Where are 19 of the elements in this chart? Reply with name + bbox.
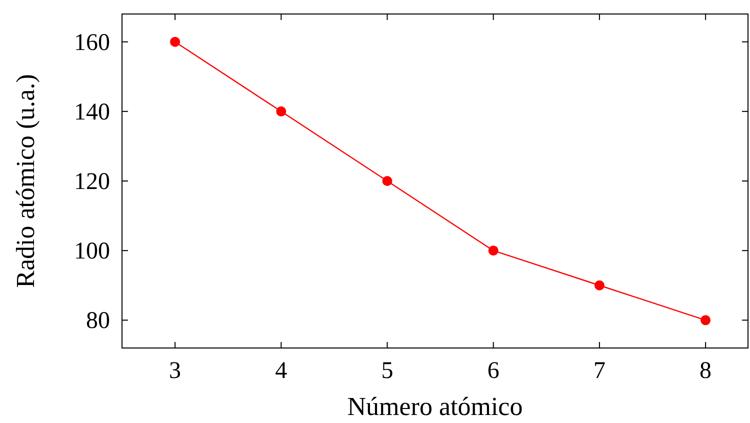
- y-tick-label: 100: [74, 238, 110, 265]
- point: [382, 176, 392, 186]
- y-axis-title: Radio atómico (u.a.): [11, 74, 40, 288]
- y-tick-label: 120: [74, 169, 110, 195]
- point: [594, 280, 604, 290]
- point: [276, 106, 286, 116]
- x-tick-label: 6: [487, 358, 500, 384]
- x-axis-title: Número atómico: [347, 392, 523, 421]
- y-tick-label: 160: [74, 30, 110, 56]
- x-tick-label: 4: [275, 358, 288, 384]
- x-tick-label: 7: [593, 358, 606, 384]
- point: [488, 246, 498, 256]
- y-tick-label: 80: [86, 308, 110, 334]
- x-tick-label: 5: [381, 358, 394, 384]
- x-tick-label: 8: [700, 358, 712, 384]
- point: [700, 315, 711, 326]
- x-tick-label: 3: [169, 358, 182, 384]
- y-tick-label: 140: [74, 99, 110, 126]
- point: [170, 36, 180, 47]
